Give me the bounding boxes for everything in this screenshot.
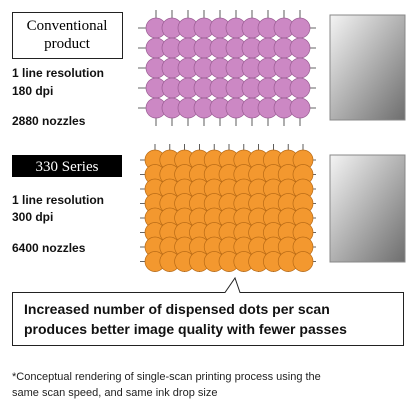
spec-text: 1 line resolution xyxy=(12,66,104,80)
callout-text: produces better image quality with fewer… xyxy=(24,321,347,337)
spec-text: 1 line resolution xyxy=(12,193,104,207)
callout-box xyxy=(12,276,404,346)
footnote: *Conceptual rendering of single-scan pri… xyxy=(12,371,321,383)
ink-dot xyxy=(289,57,311,79)
ink-dot xyxy=(289,97,311,119)
ink-dot xyxy=(289,17,311,39)
ink-dot xyxy=(292,251,314,272)
print-sample xyxy=(329,14,406,121)
spec-text: 180 dpi xyxy=(12,84,53,98)
ink-dot xyxy=(289,77,311,99)
label-box xyxy=(12,12,123,59)
label-text: 330 Series xyxy=(36,159,99,175)
callout-text: Increased number of dispensed dots per s… xyxy=(24,301,330,317)
print-sample xyxy=(329,154,406,263)
label-text: Conventional xyxy=(27,18,108,34)
spec-text: 2880 nozzles xyxy=(12,114,86,128)
ink-dot xyxy=(289,37,311,59)
spec-text: 6400 nozzles xyxy=(12,241,86,255)
spec-text: 300 dpi xyxy=(12,210,53,224)
label-text: product xyxy=(44,36,91,52)
label-box xyxy=(12,155,122,177)
footnote: same scan speed, and same ink drop size xyxy=(12,387,217,399)
